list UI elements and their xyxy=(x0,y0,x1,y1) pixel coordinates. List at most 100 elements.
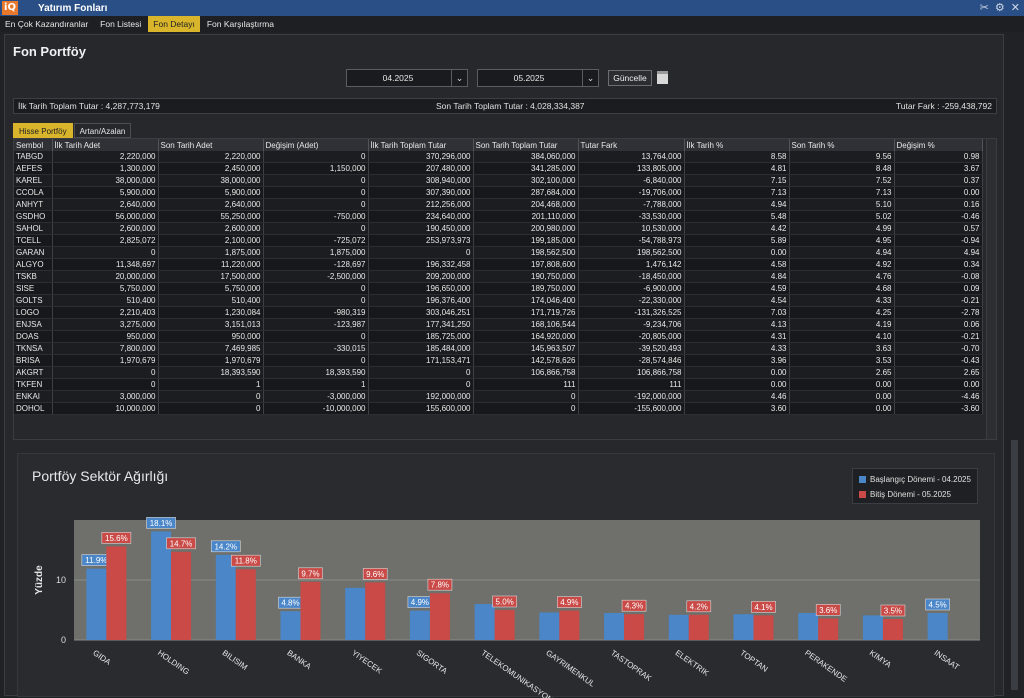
table-cell: -0.46 xyxy=(894,210,983,224)
table-cell: -0.94 xyxy=(894,234,983,248)
sector-chart-panel: 0 10 Yüzde 11.9% 15.6% GIDA 18.1% 14.7% HOLDING 1… xyxy=(17,453,995,698)
data-label-box xyxy=(815,604,841,616)
table-row[interactable]: TABGD 2,220,000 2,220,000 0 370,296,000 384,0… xyxy=(14,151,983,164)
table-row[interactable]: KAREL 38,000,000 38,000,000 0 308,940,000 302… xyxy=(14,174,983,188)
start-date-select[interactable]: 04.2025 ⌄ xyxy=(346,69,468,87)
symbol-cell: CCOLA xyxy=(14,186,53,200)
table-row[interactable]: ENJSA 3,275,000 3,151,013 -123,987 177,341,2… xyxy=(14,318,983,332)
column-header[interactable]: Değişim (Adet) xyxy=(263,139,369,151)
settings-icon[interactable]: ⚙ xyxy=(994,1,1005,14)
column-header[interactable]: İlk Tarih % xyxy=(684,139,790,151)
table-row[interactable]: TKFEN 0 1 1 0 111 111 0.00 0.00 0.00 xyxy=(14,378,983,392)
tab-artan-azalan[interactable]: Artan/Azalan xyxy=(73,123,132,138)
chevron-down-icon[interactable]: ⌄ xyxy=(582,70,598,86)
table-scrollbar[interactable] xyxy=(986,139,996,439)
chevron-down-icon[interactable]: ⌄ xyxy=(451,70,467,86)
data-label: 18.1% xyxy=(150,519,173,528)
calendar-icon[interactable] xyxy=(657,71,668,84)
table-row[interactable]: GSDHO 56,000,000 55,250,000 -750,000 234,640… xyxy=(14,210,983,224)
table-cell: -39,520,493 xyxy=(578,342,685,356)
table-cell: -6,840,000 xyxy=(578,174,685,188)
table-cell: 2,220,000 xyxy=(52,151,159,164)
table-cell: -330,015 xyxy=(263,342,369,356)
tools-icon[interactable]: ✂ xyxy=(979,1,989,14)
table-row[interactable]: DOAS 950,000 950,000 0 185,725,000 164,920,00… xyxy=(14,330,983,344)
tab-fon-detayi[interactable]: Fon Detayı xyxy=(148,16,200,32)
table-cell: 56,000,000 xyxy=(52,210,159,224)
table-row[interactable]: TCELL 2,825,072 2,100,000 -725,072 253,973,9… xyxy=(14,234,983,248)
table-row[interactable]: TSKB 20,000,000 17,500,000 -2,500,000 209,20… xyxy=(14,270,983,284)
bar-start xyxy=(733,614,754,640)
table-cell: 4.46 xyxy=(684,390,790,404)
last-total: Son Tarih Toplam Tutar : 4,028,334,387 xyxy=(436,101,585,111)
y-axis-label: Yüzde xyxy=(34,565,45,595)
column-header[interactable]: Son Tarih Toplam Tutar xyxy=(473,139,579,151)
table-cell: 7.13 xyxy=(789,186,895,200)
table-row[interactable]: BRISA 1,970,679 1,970,679 0 171,153,471 142,5… xyxy=(14,354,983,368)
column-header[interactable]: Son Tarih Adet xyxy=(158,139,264,151)
tab-fon-listesi[interactable]: Fon Listesi xyxy=(100,19,142,29)
table-cell: 4.33 xyxy=(684,342,790,356)
bar-start xyxy=(604,613,625,640)
table-cell: 155,600,000 xyxy=(368,402,474,416)
app-title: Yatırım Fonları xyxy=(38,2,108,14)
table-row[interactable]: AKGRT 0 18,393,590 18,393,590 0 106,866,758 10… xyxy=(14,366,983,380)
table-cell: 7.15 xyxy=(684,174,790,188)
close-icon[interactable]: ✕ xyxy=(1010,1,1020,14)
table-cell: 3,000,000 xyxy=(52,390,159,404)
table-cell: -54,788,973 xyxy=(578,234,685,248)
table-row[interactable]: ENKAI 3,000,000 0 -3,000,000 192,000,000 0 -19… xyxy=(14,390,983,404)
column-header[interactable]: İlk Tarih Adet xyxy=(52,139,159,151)
data-label: 4.9% xyxy=(560,598,578,607)
table-cell: 190,750,000 xyxy=(473,270,579,284)
update-button[interactable]: Güncelle xyxy=(608,70,652,86)
table-cell: 307,390,000 xyxy=(368,186,474,200)
tab-hisse-portfoy[interactable]: Hisse Portföy xyxy=(13,123,73,138)
table-cell: 0 xyxy=(158,390,264,404)
data-label-box xyxy=(880,604,906,617)
tab-en-cok-kazandiranlar[interactable]: En Çok Kazandıranlar xyxy=(5,19,89,29)
table-row[interactable]: GOLTS 510,400 510,400 0 196,376,400 174,046,4… xyxy=(14,294,983,308)
column-header[interactable]: Tutar Fark xyxy=(578,139,685,151)
table-cell: 2,210,403 xyxy=(52,306,159,320)
table-row[interactable]: TKNSA 7,800,000 7,469,985 -330,015 185,484,0… xyxy=(14,342,983,356)
end-date-select[interactable]: 05.2025 ⌄ xyxy=(477,69,599,87)
symbol-cell: SISE xyxy=(14,282,53,296)
table-cell: 0 xyxy=(368,378,474,392)
table-row[interactable]: AEFES 1,300,000 2,450,000 1,150,000 207,480,… xyxy=(14,162,983,176)
data-label: 4.1% xyxy=(754,603,772,612)
table-row[interactable]: SISE 5,750,000 5,750,000 0 196,650,000 189,75… xyxy=(14,282,983,296)
table-cell: 1,970,679 xyxy=(52,354,159,368)
table-row[interactable]: CCOLA 5,900,000 5,900,000 0 307,390,000 287,6… xyxy=(14,186,983,200)
table-cell: -0.21 xyxy=(894,330,983,344)
x-tick-label: YIYECEK xyxy=(350,648,384,676)
tab-fon-karsilastirma[interactable]: Fon Karşılaştırma xyxy=(206,19,274,29)
column-header[interactable]: Son Tarih % xyxy=(789,139,895,151)
table-cell: -28,574,846 xyxy=(578,354,685,368)
symbol-cell: ENKAI xyxy=(14,390,53,404)
table-cell: 1,476,142 xyxy=(578,258,685,272)
table-row[interactable]: SAHOL 2,600,000 2,600,000 0 190,450,000 200,9… xyxy=(14,222,983,236)
table-cell: 106,866,758 xyxy=(473,366,579,380)
bar-start xyxy=(151,531,172,640)
table-row[interactable]: DOHOL 10,000,000 0 -10,000,000 155,600,000 0-… xyxy=(14,402,983,416)
table-cell: 38,000,000 xyxy=(158,174,264,188)
legend-swatch xyxy=(859,476,866,483)
table-row[interactable]: GARAN 0 1,875,000 1,875,000 0 198,562,500 198,… xyxy=(14,246,983,260)
column-header[interactable]: Sembol xyxy=(14,139,53,151)
table-cell: -750,000 xyxy=(263,210,369,224)
table-row[interactable]: ALGYO 11,348,697 11,220,000 -128,697 196,332… xyxy=(14,258,983,272)
table-cell: 0 xyxy=(52,366,159,380)
column-header[interactable]: İlk Tarih Toplam Tutar xyxy=(368,139,474,151)
table-cell: 164,920,000 xyxy=(473,330,579,344)
table-cell: 192,000,000 xyxy=(368,390,474,404)
x-tick-label: HOLDING xyxy=(156,648,191,676)
table-row[interactable]: LOGO 2,210,403 1,230,084 -980,319 303,046,25… xyxy=(14,306,983,320)
table-row[interactable]: ANHYT 2,640,000 2,640,000 0 212,256,000 204,4… xyxy=(14,198,983,212)
table-body: TABGD 2,220,000 2,220,000 0 370,296,000 384,0… xyxy=(14,151,983,416)
page-scrollbar[interactable] xyxy=(1011,440,1018,690)
table-cell: 171,153,471 xyxy=(368,354,474,368)
bar-start xyxy=(668,614,689,640)
table-cell: 3.63 xyxy=(789,342,895,356)
column-header[interactable]: Değişim % xyxy=(894,139,983,151)
